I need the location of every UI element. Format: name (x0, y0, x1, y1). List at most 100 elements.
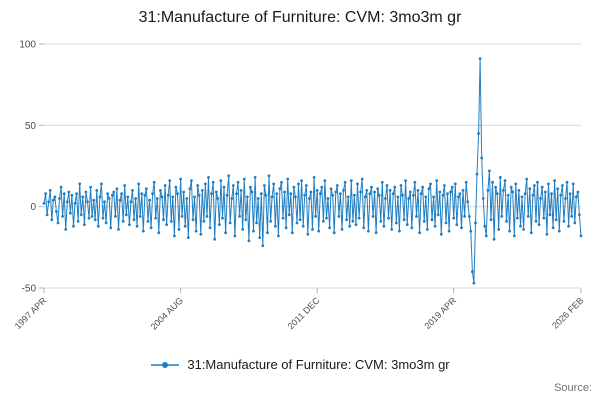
data-point (320, 185, 324, 189)
data-point (543, 190, 547, 194)
data-point (559, 193, 563, 197)
data-point (413, 180, 417, 184)
data-point (511, 190, 515, 194)
data-point (539, 197, 542, 200)
data-point (312, 176, 316, 179)
data-point (345, 218, 348, 222)
data-point (492, 237, 496, 241)
data-point (244, 218, 248, 222)
data-point (145, 187, 148, 191)
data-point (196, 184, 200, 187)
data-point (491, 180, 494, 184)
data-point (557, 229, 561, 233)
data-point (194, 229, 198, 233)
data-point (42, 202, 46, 205)
data-point (242, 177, 246, 181)
data-point (110, 193, 114, 197)
data-point (222, 185, 226, 189)
data-point (114, 215, 117, 218)
data-point (429, 182, 432, 186)
data-point (289, 192, 293, 196)
data-point (315, 189, 319, 192)
data-point (179, 177, 183, 181)
data-point (96, 224, 100, 228)
data-point (367, 229, 370, 233)
data-point (335, 184, 339, 187)
data-point (390, 228, 394, 231)
data-point (159, 189, 162, 192)
data-point (467, 215, 471, 218)
data-point (357, 216, 361, 220)
data-point (545, 232, 549, 236)
data-point (127, 223, 131, 227)
data-point (547, 182, 550, 186)
data-point (453, 182, 457, 186)
data-point (554, 218, 558, 222)
data-point (180, 215, 184, 218)
data-point (384, 197, 387, 200)
data-point (51, 198, 55, 202)
data-point (536, 180, 539, 184)
data-point (537, 223, 541, 227)
data-point (163, 184, 167, 187)
data-point (109, 226, 113, 230)
data-point (171, 195, 175, 199)
series-line (43, 58, 582, 284)
data-point (214, 190, 218, 194)
data-point (135, 224, 139, 228)
data-point (277, 234, 280, 238)
data-point (461, 189, 465, 192)
data-point (281, 216, 285, 220)
data-point (314, 215, 317, 218)
data-point (205, 215, 209, 218)
data-point (567, 224, 570, 228)
data-point (576, 190, 580, 194)
data-point (460, 226, 463, 230)
data-point (497, 228, 501, 231)
data-point (59, 185, 63, 189)
data-point (520, 195, 524, 199)
data-point (247, 239, 251, 243)
data-point (450, 185, 454, 189)
data-point (176, 192, 179, 196)
data-point (331, 193, 335, 197)
data-point (264, 193, 268, 197)
x-tick-label: 1997 APR (13, 295, 49, 331)
data-point (93, 218, 97, 222)
data-point (387, 216, 390, 220)
data-point (280, 180, 283, 184)
data-point (574, 195, 578, 199)
data-point (256, 197, 260, 200)
data-point (427, 187, 431, 191)
data-point (514, 182, 518, 186)
data-point (578, 213, 581, 217)
data-point (301, 224, 305, 228)
chart-title: 31:Manufacture of Furniture: CVM: 3mo3m … (138, 9, 462, 26)
data-point (297, 182, 300, 186)
data-point (174, 185, 178, 189)
data-point (166, 193, 170, 197)
data-point (193, 195, 196, 199)
data-point (287, 213, 291, 217)
data-point (107, 197, 111, 200)
data-point (477, 132, 480, 135)
data-point (286, 177, 290, 181)
data-point (241, 228, 245, 231)
data-point (228, 221, 232, 225)
data-point (100, 182, 103, 186)
data-point (292, 185, 296, 189)
data-point (132, 218, 136, 222)
data-point (326, 197, 330, 200)
data-point (117, 228, 120, 231)
data-point (332, 231, 336, 235)
data-point (235, 192, 238, 196)
data-point (98, 195, 102, 199)
source-note: Source: (554, 382, 592, 394)
data-point (168, 179, 172, 183)
data-point (328, 226, 331, 230)
data-point (278, 187, 282, 191)
data-point (227, 174, 231, 178)
data-point (160, 195, 164, 199)
data-point (311, 228, 314, 231)
